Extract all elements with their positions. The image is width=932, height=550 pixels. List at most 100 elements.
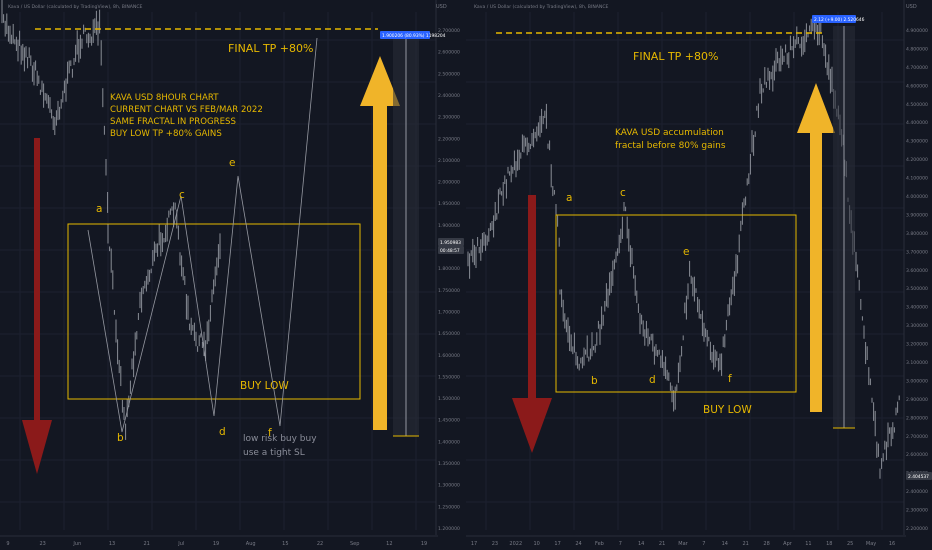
buy-zone-box-right [555,214,797,393]
x-tick-label: Apr [783,541,793,547]
y-tick-label: 4.000000 [906,194,928,200]
final-tp-label-left: FINAL TP +80% [228,42,313,55]
y-tick-label: 1.500000 [438,396,460,402]
y-tick-label: 2.500000 [438,71,460,77]
y-tick-label: 2.300000 [906,508,928,514]
x-tick-label: 14 [638,541,644,547]
x-tick-label: Feb [595,541,604,547]
fractal-projection-line [87,37,318,433]
x-tick-label: 17 [554,541,560,547]
y-tick-label: 4.400000 [906,120,928,126]
x-tick-label: 23 [492,541,498,547]
x-tick-label: 2022 [509,541,522,547]
note-line-right: KAVA USD accumulation [615,128,724,138]
point-label-f-right: f [728,373,732,385]
y-tick-label: 4.900000 [906,28,928,34]
y-tick-label: 4.100000 [906,176,928,182]
x-tick-label: Mar [678,541,688,547]
x-tick-label: 14 [722,541,728,547]
y-tick-label: 1.200000 [438,526,460,532]
price-badge-right-bg [812,15,856,23]
last-price-badge-right-bg [906,472,932,480]
buy-low-label-left: BUY LOW [240,380,289,392]
x-tick-label: 21 [659,541,665,547]
point-label-b-right: b [591,375,598,387]
y-tick-label: 4.600000 [906,83,928,89]
y-tick-label: 1.600000 [438,353,460,359]
x-tick-label: Jul [177,541,184,547]
y-tick-label: 2.200000 [438,136,460,142]
note-line-left: KAVA USD 8HOUR CHART [110,93,219,103]
y-tick-label: 4.800000 [906,46,928,52]
x-tick-label: 17 [471,541,477,547]
point-label-f-left: f [268,427,272,439]
x-tick-label: 15 [282,541,288,547]
note-line-left: BUY LOW TP +80% GAINS [110,129,222,139]
last-price-badge-right: 2.404537 [908,474,929,480]
y-tick-label: 4.300000 [906,139,928,145]
y-tick-label: 4.200000 [906,157,928,163]
last-price-badge-left-bg [438,238,464,246]
x-tick-label: 9 [6,541,9,547]
buy-low-label-right: BUY LOW [703,404,752,416]
low-risk-line-1: low risk buy buy [243,434,317,444]
y-tick-label: 4.500000 [906,102,928,108]
point-label-b-left: b [117,432,124,444]
y-tick-label: 3.200000 [906,342,928,348]
note-line-left: SAME FRACTAL IN PROGRESS [110,117,236,127]
y-tick-label: 1.900000 [438,223,460,229]
chart-header: Kava / US Dollar (calculated by TradingV… [8,4,143,10]
y-tick-label: 3.700000 [906,249,928,255]
point-label-d-right: d [649,374,656,386]
y-tick-label: 1.800000 [438,266,460,272]
y-tick-label: 4.700000 [906,65,928,71]
point-label-d-left: d [219,426,226,438]
price-badge-right: 2.12 (+9.00) 2.520646 [814,17,865,23]
y-tick-label: 1.700000 [438,309,460,315]
y-tick-label: 3.100000 [906,360,928,366]
x-tick-label: 21 [143,541,149,547]
price-badge-left: 1.900206 (80.93%) 1198204 [382,33,446,39]
y-tick-label: 1.550000 [438,374,460,380]
y-tick-label: 1.450000 [438,418,460,424]
y-tick-label: 1.350000 [438,461,460,467]
y-tick-label: 3.900000 [906,212,928,218]
point-label-c-right: c [620,187,626,199]
y-tick-label: 3.300000 [906,323,928,329]
x-tick-label: 19 [421,541,427,547]
x-tick-label: 7 [702,541,705,547]
x-tick-label: 12 [386,541,392,547]
y-tick-label: 1.650000 [438,331,460,337]
y-tick-label: 3.000000 [906,378,928,384]
note-line-right: fractal before 80% gains [615,141,726,151]
left-candles [1,0,221,440]
y-tick-label: 2.200000 [906,526,928,532]
y-tick-label: 1.950000 [438,201,460,207]
y-tick-label: 2.000000 [438,180,460,186]
y-tick-label: 3.400000 [906,305,928,311]
y-tick-label: 2.700000 [906,434,928,440]
y-tick-label: 2.900000 [906,397,928,403]
y-tick-label: 2.300000 [438,115,460,121]
final-tp-label-right: FINAL TP +80% [633,50,718,63]
countdown-badge-left-bg [438,246,464,254]
y-tick-label: 1.300000 [438,483,460,489]
x-tick-label: Sep [350,541,359,547]
y-tick-label: 1.750000 [438,288,460,294]
last-price-badge-left: 1.950983 [440,240,461,246]
note-line-left: CURRENT CHART VS FEB/MAR 2022 [110,105,263,115]
x-tick-label: 18 [826,541,832,547]
x-tick-label: 13 [109,541,115,547]
y-tick-label: 2.100000 [438,158,460,164]
x-tick-label: 22 [317,541,323,547]
y-tick-label: 1.400000 [438,439,460,445]
y-tick-label: 3.500000 [906,286,928,292]
x-tick-label: Aug [246,541,256,547]
yellow-up-arrow-left [360,56,400,430]
red-down-arrow-right [512,195,552,453]
y-tick-label: 3.600000 [906,268,928,274]
x-tick-label: 24 [575,541,581,547]
y-tick-label: 2.400000 [906,489,928,495]
